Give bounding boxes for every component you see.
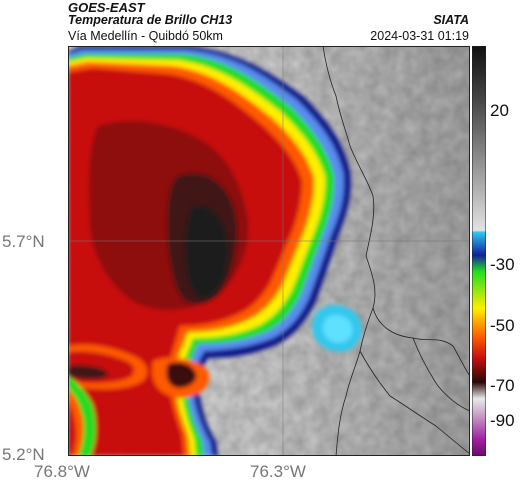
map-frame [68,46,470,456]
country-borders [322,46,470,456]
colorbar-tick: -50 [490,316,515,335]
colorbar-tick: -30 [490,255,515,274]
lat-label: 5.2°N [2,445,45,464]
colorbar-tick: 20 [490,101,509,120]
colorbar-tick: -90 [490,411,515,430]
colorbar [472,46,486,456]
source-label: SIATA [433,13,469,27]
route-subtitle: Vía Medellín - Quibdó 50km [68,29,223,43]
timestamp-label: 2024-03-31 01:19 [370,29,469,43]
lat-label: 5.7°N [2,232,45,251]
lon-label: 76.3°W [250,462,306,481]
brightness-temperature-map[interactable] [68,46,470,456]
colorbar-tick: -70 [490,376,515,395]
graticule [68,46,470,456]
product-title: Temperatura de Brillo CH13 [68,13,233,27]
cloud-cluster [68,46,362,456]
satellite-title: GOES-EAST [68,0,145,15]
lon-label: 76.8°W [34,462,90,481]
